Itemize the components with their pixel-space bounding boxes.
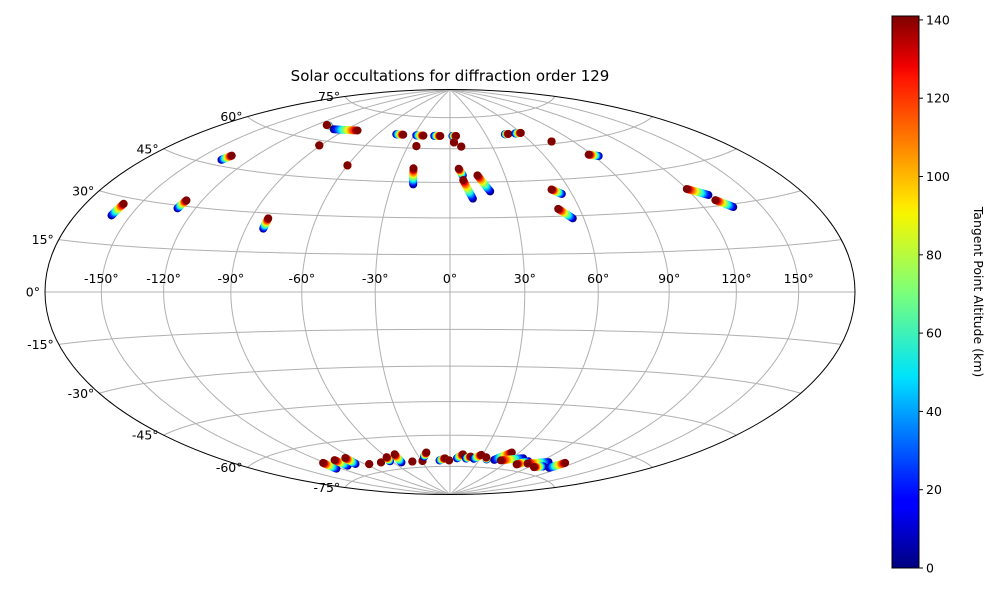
lat-tick-label: 45° — [136, 141, 158, 156]
data-point — [516, 128, 525, 137]
colorbar-tick-label: 80 — [926, 247, 942, 262]
data-point — [382, 453, 391, 462]
chart-title: Solar occultations for diffraction order… — [291, 67, 610, 85]
data-point — [496, 456, 505, 465]
lon-tick-label: 60° — [587, 271, 609, 286]
lon-tick-label: -30° — [362, 271, 389, 286]
lat-tick-label: 60° — [220, 109, 242, 124]
data-point — [504, 129, 513, 138]
colorbar: 0 20 40 60 80 100 120 140 Tangent Point Altitud… — [891, 12, 986, 576]
data-point — [353, 126, 362, 135]
parallel-line — [163, 148, 737, 183]
colorbar-tick-label: 100 — [926, 169, 950, 184]
data-point — [454, 164, 463, 173]
data-point — [412, 142, 421, 151]
data-point — [227, 151, 236, 160]
data-point — [119, 199, 128, 208]
latitude-tick-labels: -75° -60° -45° -30° -15° 0° 15° 30° 45° 60° 75° — [26, 89, 340, 495]
lat-tick-label: -45° — [132, 428, 159, 443]
colorbar-label: Tangent Point Altitude (km) — [971, 206, 986, 378]
data-point — [341, 453, 350, 462]
colorbar-tick-label: 140 — [926, 12, 950, 27]
data-point — [408, 457, 417, 466]
graticule — [45, 89, 855, 495]
lon-tick-label: 120° — [721, 271, 751, 286]
lat-tick-label: -30° — [68, 386, 95, 401]
lon-tick-label: 150° — [784, 271, 814, 286]
data-point — [319, 458, 328, 467]
parallel-line — [247, 434, 653, 468]
map-outline — [44, 89, 856, 495]
longitude-tick-labels: -150° -120° -90° -60° -30° 0° 30° 60° 90° 120° 150… — [84, 271, 814, 286]
lat-tick-label: -15° — [27, 337, 54, 352]
data-point — [512, 460, 521, 469]
data-point — [422, 448, 431, 457]
parallel-line — [99, 365, 801, 394]
map-area: -150° -120° -90° -60° -30° 0° 30° 60° 90° 120° 150… — [26, 89, 856, 495]
lon-tick-label: -60° — [288, 271, 315, 286]
colorbar-tick-label: 40 — [926, 404, 942, 419]
lon-tick-label: -150° — [84, 271, 119, 286]
data-point — [482, 453, 491, 462]
parallel-line — [344, 465, 556, 488]
colorbar-tick-label: 20 — [926, 482, 942, 497]
data-point — [547, 185, 556, 194]
data-point — [399, 130, 408, 139]
data-point — [182, 196, 191, 205]
lat-tick-label: 75° — [318, 89, 340, 104]
data-point — [365, 460, 374, 469]
lat-tick-label: -75° — [314, 480, 341, 495]
colorbar-gradient — [891, 15, 920, 569]
colorbar-tick-label: 60 — [926, 326, 942, 341]
lon-tick-label: -120° — [146, 271, 181, 286]
lat-tick-label: 15° — [32, 232, 54, 247]
data-point — [561, 458, 570, 467]
lon-tick-label: 30° — [514, 271, 536, 286]
parallel-line — [344, 96, 556, 119]
scatter-points — [107, 121, 738, 473]
data-point — [343, 161, 352, 170]
data-point — [682, 184, 691, 193]
lat-tick-label: -60° — [216, 460, 243, 475]
colorbar-ticks: 0 20 40 60 80 100 120 140 — [919, 12, 950, 576]
data-point — [554, 204, 563, 213]
lat-tick-label: 0° — [26, 285, 40, 300]
data-point — [459, 176, 468, 185]
lat-tick-label: 30° — [72, 183, 94, 198]
data-point — [457, 142, 466, 151]
data-point — [436, 131, 445, 140]
parallel-line — [247, 116, 653, 150]
data-point — [409, 164, 418, 173]
colorbar-tick-label: 120 — [926, 91, 950, 106]
lon-tick-label: -90° — [217, 271, 244, 286]
parallel-line — [163, 401, 737, 436]
data-point — [452, 132, 461, 141]
data-point — [529, 463, 538, 472]
data-point — [377, 458, 386, 467]
data-point — [547, 137, 556, 146]
data-point — [330, 456, 339, 465]
data-point — [507, 448, 516, 457]
parallel-line — [58, 328, 842, 345]
data-point — [584, 150, 593, 159]
data-point — [445, 456, 454, 465]
data-point — [322, 121, 331, 130]
colorbar-tick-label: 0 — [926, 561, 934, 576]
lon-tick-label: 90° — [658, 271, 680, 286]
data-point — [264, 214, 273, 223]
data-point — [419, 131, 428, 140]
data-point — [315, 141, 324, 150]
parallel-line — [58, 239, 842, 256]
data-point — [449, 138, 458, 147]
data-point — [523, 459, 532, 468]
data-point — [711, 196, 720, 205]
parallel-line — [99, 190, 801, 219]
data-point — [390, 450, 399, 459]
data-point — [473, 171, 482, 180]
lon-tick-label: 0° — [443, 271, 457, 286]
